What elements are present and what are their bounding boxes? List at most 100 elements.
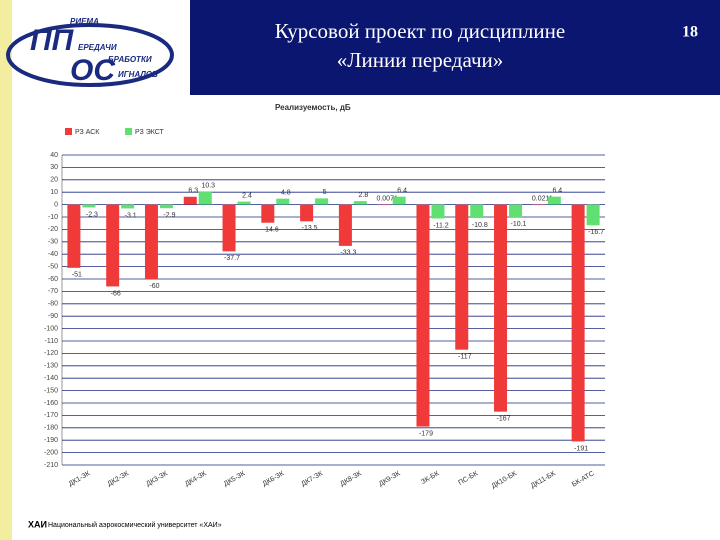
y-tick-label: 30	[50, 164, 58, 171]
y-tick-label: -120	[44, 350, 58, 357]
bar	[416, 204, 430, 427]
value-label: -13.5	[302, 225, 318, 232]
chart-title: Реализуемость, дБ	[275, 103, 351, 112]
value-label: -2.3	[86, 211, 98, 218]
y-tick-label: -190	[44, 437, 58, 444]
y-tick-label: -70	[48, 288, 58, 295]
bar	[144, 204, 158, 279]
value-label: 0.0071	[376, 195, 398, 202]
bar	[222, 204, 236, 252]
bar	[106, 204, 120, 287]
page-number: 18	[682, 24, 698, 41]
y-tick-label: -90	[48, 313, 58, 320]
y-tick-label: 20	[50, 177, 58, 184]
y-tick-label: -160	[44, 400, 58, 407]
bar	[392, 196, 406, 205]
bar	[315, 198, 329, 205]
footer: Национальный аэрокосмический университет…	[48, 521, 222, 529]
value-label: -60	[149, 283, 159, 290]
logo-word: ИГНАЛОВ	[118, 70, 158, 79]
bar	[82, 204, 96, 208]
bar	[377, 204, 391, 206]
logo-ring	[6, 23, 174, 87]
y-tick-label: -140	[44, 375, 58, 382]
y-tick-label: -30	[48, 239, 58, 246]
y-tick-label: -210	[44, 462, 58, 469]
value-label: -16.7	[588, 229, 604, 236]
value-label: 10.3	[201, 183, 215, 190]
bar	[470, 204, 484, 218]
bar	[67, 204, 81, 268]
bar	[547, 196, 561, 205]
y-tick-label: -110	[45, 338, 59, 345]
bar	[494, 204, 508, 412]
bar	[237, 201, 251, 205]
y-tick-label: -40	[48, 251, 58, 258]
slide-title: «Линии передачи»	[337, 48, 504, 72]
logo-word: ЕРЕДАЧИ	[78, 43, 117, 52]
legend-swatch	[65, 128, 72, 135]
logo-area	[0, 0, 190, 95]
y-tick-label: 40	[50, 152, 58, 159]
value-label: -51	[72, 272, 82, 279]
bar	[586, 204, 600, 226]
bar	[353, 201, 367, 205]
value-label: 4.8	[281, 189, 291, 196]
logo-word: РИЕМА	[70, 17, 99, 26]
y-tick-label: -60	[48, 276, 58, 283]
logo-word: БРАБОТКИ	[108, 55, 152, 64]
bar	[261, 204, 275, 223]
side-strip	[0, 0, 12, 540]
value-label: -2.9	[163, 212, 175, 219]
y-tick-label: -10	[48, 214, 58, 221]
bar	[159, 204, 173, 209]
legend-label: РЗ ЭКСТ	[135, 129, 165, 136]
footer-logo: ХАИ	[28, 519, 47, 529]
value-label: 5	[323, 189, 327, 196]
value-label: -11.2	[433, 222, 449, 229]
y-tick-label: -200	[44, 449, 58, 456]
value-label: 2.8	[359, 192, 369, 199]
y-tick-label: -20	[48, 226, 58, 233]
value-label: 2.4	[242, 192, 252, 199]
bar	[121, 204, 135, 209]
bar	[300, 204, 314, 222]
y-tick-label: -150	[44, 387, 58, 394]
value-label: -14.6	[263, 227, 279, 234]
value-label: 6.4	[397, 188, 407, 195]
bar	[431, 204, 445, 219]
value-label: -10.8	[472, 222, 488, 229]
bar	[532, 204, 546, 206]
y-tick-label: -180	[44, 425, 58, 432]
y-tick-label: -80	[48, 301, 58, 308]
value-label: -37.7	[224, 255, 240, 262]
y-tick-label: 0	[54, 201, 58, 208]
bar	[571, 204, 585, 442]
legend-label: РЗ АСК	[75, 129, 100, 136]
bar	[338, 204, 352, 246]
value-label: -3.1	[125, 212, 137, 219]
y-tick-label: -100	[44, 325, 58, 332]
y-tick-label: -50	[48, 263, 58, 270]
value-label: -33.3	[340, 250, 356, 257]
legend-swatch	[125, 128, 132, 135]
value-label: 0.0211	[532, 195, 553, 202]
logo-letters: ОС	[70, 54, 116, 87]
value-label: -179	[419, 430, 433, 437]
y-tick-label: 10	[50, 189, 58, 196]
slide-title: Курсовой проект по дисциплине	[275, 19, 565, 43]
bar	[198, 191, 212, 205]
y-tick-label: -170	[44, 412, 58, 419]
value-label: -117	[458, 354, 472, 361]
value-label: -10.1	[511, 221, 527, 228]
bar	[509, 204, 523, 218]
value-label: -167	[497, 416, 511, 423]
value-label: 6.4	[552, 188, 562, 195]
bar	[455, 204, 469, 350]
y-tick-label: -130	[44, 363, 58, 370]
value-label: -66	[111, 290, 121, 297]
logo-letters: ПП	[30, 24, 75, 57]
bar	[276, 198, 290, 205]
bar	[183, 196, 197, 205]
